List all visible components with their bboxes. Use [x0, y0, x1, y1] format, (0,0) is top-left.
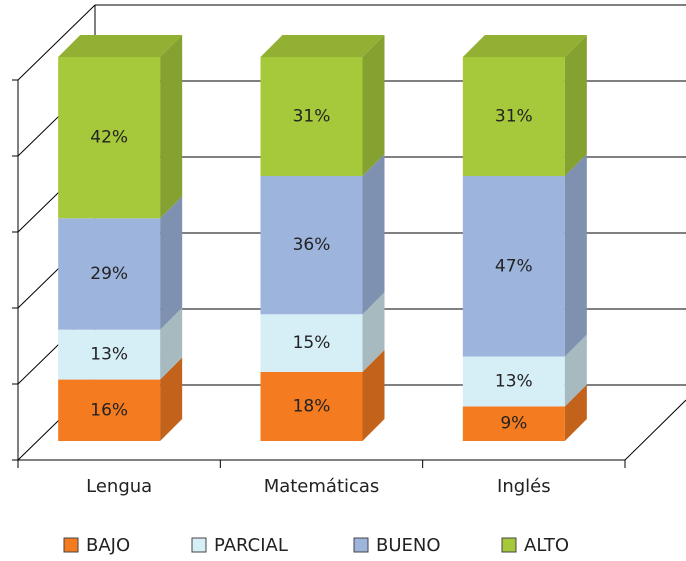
- bar-side: [564, 154, 587, 357]
- bar-segment: [58, 218, 161, 330]
- legend-label: BUENO: [376, 535, 441, 556]
- bar-top: [260, 35, 385, 57]
- floor-edge: [624, 399, 686, 461]
- bar-segment: [58, 57, 161, 219]
- bar-side: [362, 35, 385, 177]
- bar-side: [160, 35, 183, 219]
- value-label: 36%: [293, 235, 331, 255]
- x-tick-label: Matemáticas: [264, 476, 380, 497]
- bar-top: [58, 35, 183, 57]
- side-grid-line: [17, 4, 96, 81]
- bar-segment: [260, 314, 363, 372]
- bar-side: [160, 196, 183, 330]
- bar-side: [564, 334, 587, 407]
- bar-segment: [462, 406, 565, 441]
- x-tick-label: Inglés: [497, 476, 551, 497]
- legend-label: ALTO: [524, 535, 569, 556]
- bar-segment: [260, 371, 363, 441]
- bar-side: [362, 349, 385, 441]
- bar-side: [362, 154, 385, 315]
- bar-segment: [260, 176, 363, 315]
- value-label: 13%: [495, 371, 533, 391]
- bar-segment: [462, 57, 565, 177]
- value-label: 31%: [293, 107, 331, 127]
- value-label: 31%: [495, 107, 533, 127]
- bar-segment: [260, 57, 363, 177]
- legend-swatch: [63, 537, 79, 553]
- bar-segment: [58, 329, 161, 380]
- value-label: 42%: [90, 128, 128, 148]
- bar-side: [160, 357, 183, 441]
- legend-label: PARCIAL: [214, 535, 288, 556]
- value-label: 15%: [293, 333, 331, 353]
- bar-side: [362, 292, 385, 372]
- bar-segment: [58, 379, 161, 441]
- legend-swatch: [191, 537, 207, 553]
- bar-top: [462, 35, 587, 57]
- value-label: 29%: [90, 264, 128, 284]
- x-tick-label: Lengua: [86, 476, 152, 497]
- legend-swatch: [353, 537, 369, 553]
- legend-label: BAJO: [86, 535, 130, 556]
- bar-side: [160, 307, 183, 380]
- value-label: 16%: [90, 400, 128, 420]
- value-label: 18%: [293, 396, 331, 416]
- bar-side: [564, 35, 587, 177]
- legend-swatch: [501, 537, 517, 553]
- value-label: 13%: [90, 345, 128, 365]
- value-label: 9%: [500, 414, 527, 434]
- bar-segment: [462, 176, 565, 357]
- bar-side: [564, 384, 587, 441]
- value-label: 47%: [495, 256, 533, 276]
- bar-segment: [462, 356, 565, 407]
